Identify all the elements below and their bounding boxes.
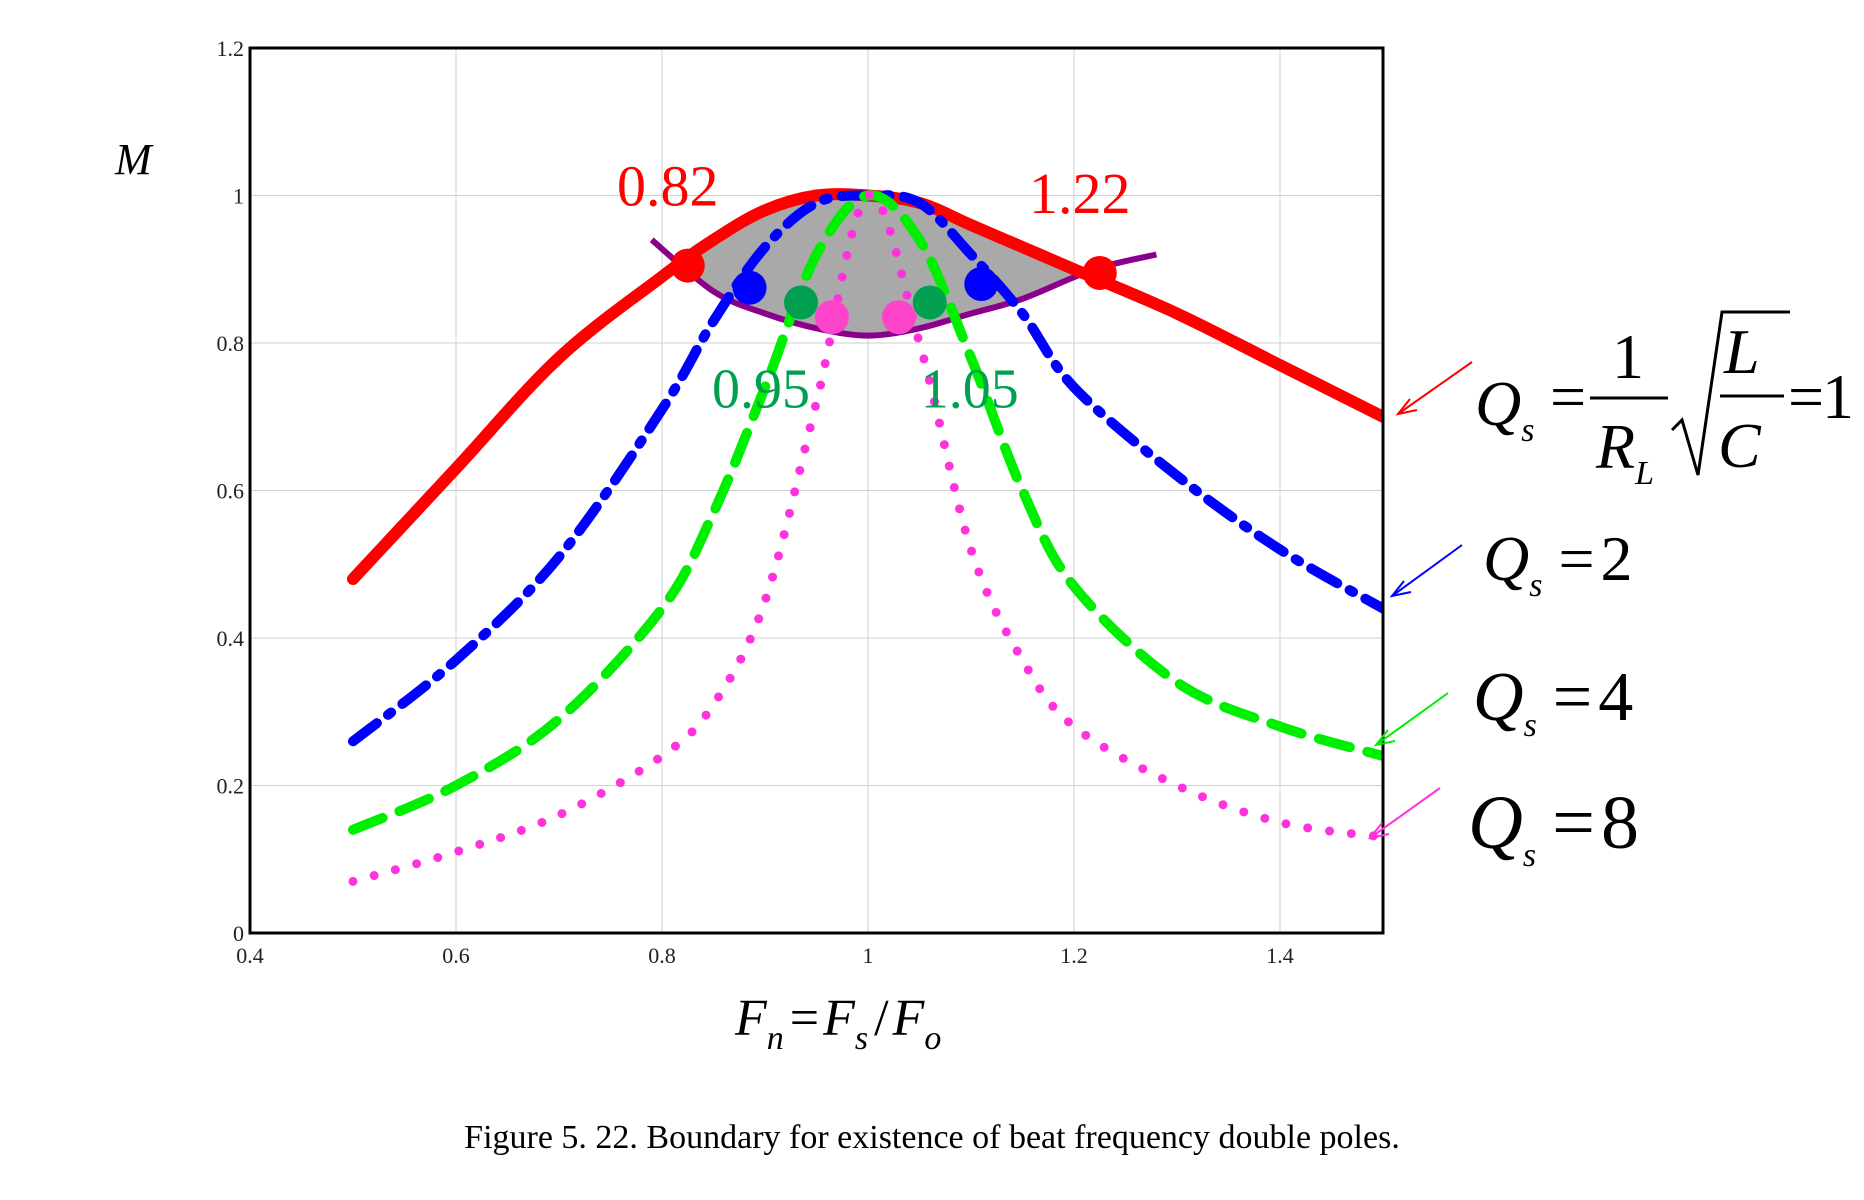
marker-label-4: 0.95 <box>712 358 810 420</box>
y-tick-label-1: 0.2 <box>217 774 245 799</box>
marker-label-0: 0.82 <box>617 154 719 219</box>
marker-3 <box>964 267 999 301</box>
x-tick-label-4: 1.2 <box>1060 943 1088 968</box>
markers-layer: 0.82 1.22 0.95 1.05 <box>617 154 1131 421</box>
series-line-q2 <box>348 190 1383 747</box>
y-tick-label-2: 0.4 <box>217 626 245 651</box>
y-tick-label-4: 0.8 <box>217 331 245 356</box>
marker-2 <box>732 270 767 305</box>
svg-text:=: = <box>1550 361 1586 432</box>
marker-label-5: 1.05 <box>921 358 1019 420</box>
x-tick-label-1: 0.6 <box>442 943 470 968</box>
legend-q4: Qs =4 <box>1473 659 1633 744</box>
x-tick-label-2: 0.8 <box>648 943 676 968</box>
series-line-q8 <box>348 190 1383 886</box>
svg-text:C: C <box>1718 410 1762 481</box>
legend-q2: Qs =2 <box>1483 523 1633 604</box>
tick-labels: 0.4 0.6 0.8 1 1.2 1.4 0 0.2 0.4 0.6 0.8 1 1.2 <box>217 36 1294 968</box>
plot-frame <box>248 46 1385 935</box>
x-tick-label-0: 0.4 <box>236 943 264 968</box>
y-tick-label-3: 0.6 <box>217 479 245 504</box>
svg-text:Qs=4: Qs =4 <box>1473 659 1633 744</box>
y-tick-label-5: 1 <box>233 184 244 209</box>
marker-label-1: 1.22 <box>1029 161 1131 226</box>
x-tick-label-3: 1 <box>863 943 874 968</box>
series-layer <box>347 188 1383 886</box>
marker-7 <box>881 300 916 335</box>
svg-text:=: = <box>1788 361 1824 432</box>
legend-q8: Qs =8 <box>1468 781 1639 874</box>
y-axis-label: M <box>114 135 154 184</box>
svg-text:1: 1 <box>1612 321 1644 392</box>
legend-q1: Qs = 1 RL L C = 1 <box>1475 310 1854 492</box>
marker-4 <box>784 285 819 320</box>
legend-arrows <box>1367 361 1473 840</box>
marker-6 <box>814 300 849 335</box>
svg-text:Qs=2: Qs =2 <box>1483 523 1633 604</box>
y-tick-label-6: 1.2 <box>217 36 245 61</box>
plot-border <box>248 46 1385 935</box>
svg-text:1: 1 <box>1822 361 1854 432</box>
marker-0 <box>670 248 705 283</box>
x-tick-label-5: 1.4 <box>1266 943 1294 968</box>
x-axis-label: Fn =Fs/Fo <box>734 990 941 1057</box>
figure-caption: Figure 5. 22. Boundary for existence of … <box>464 1119 1400 1156</box>
y-tick-label-0: 0 <box>233 921 244 946</box>
marker-5 <box>912 285 947 320</box>
svg-text:Qs=8: Qs =8 <box>1468 781 1639 874</box>
svg-text:Qs: Qs <box>1475 368 1534 449</box>
marker-1 <box>1082 255 1117 290</box>
svg-text:Fn=Fs/Fo: Fn =Fs/Fo <box>734 990 941 1057</box>
svg-text:L: L <box>1723 316 1760 387</box>
svg-text:RL: RL <box>1595 411 1654 492</box>
